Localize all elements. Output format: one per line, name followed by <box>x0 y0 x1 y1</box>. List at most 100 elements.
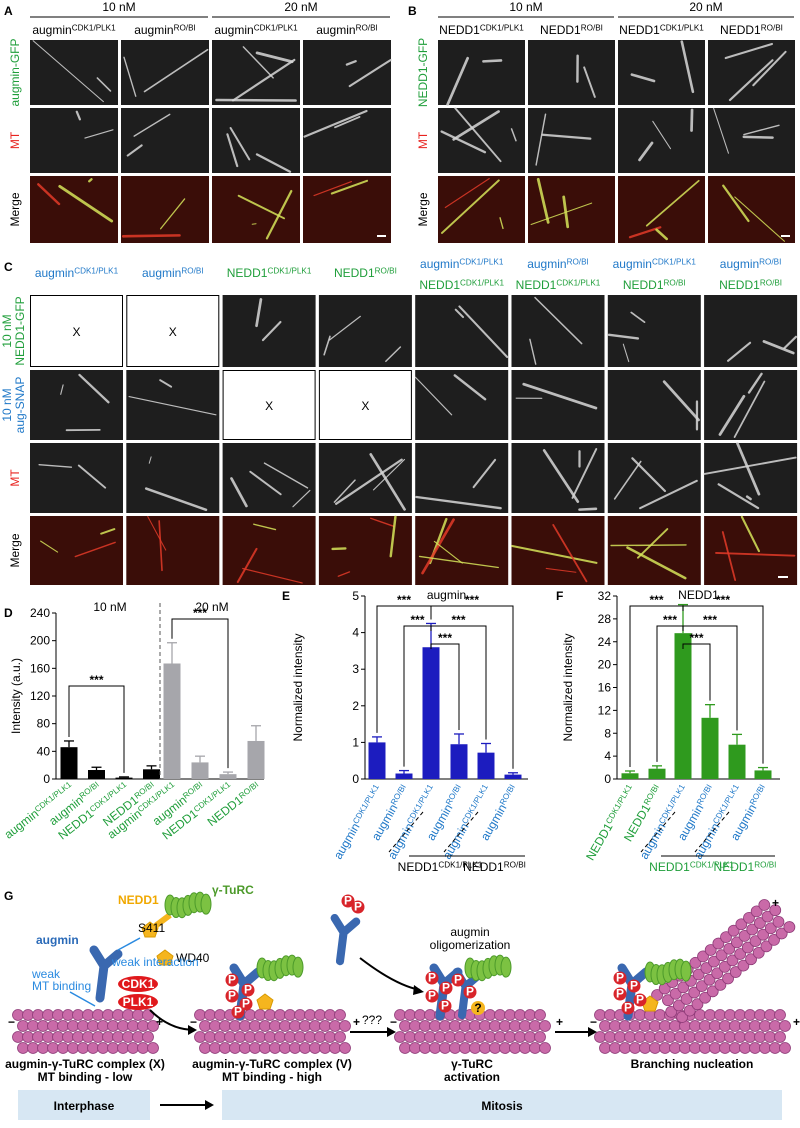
minus-end: − <box>390 1015 397 1029</box>
microscopy-image <box>319 295 412 367</box>
tubulin <box>225 1032 236 1043</box>
phosphate-label: P <box>441 999 449 1013</box>
gamma-turc-subunit <box>681 961 691 981</box>
bar <box>61 747 78 779</box>
microscopy-image <box>223 295 316 367</box>
y-tick-label: 0 <box>604 772 611 786</box>
chart-title: augmin <box>427 588 466 602</box>
tubulin <box>148 1043 159 1054</box>
tubulin <box>310 1043 321 1054</box>
tubulin <box>760 1043 771 1054</box>
bar <box>116 778 133 779</box>
tubulin <box>755 1010 766 1021</box>
microtubule-signal <box>611 545 686 546</box>
bar <box>143 769 160 779</box>
tubulin <box>525 1032 536 1043</box>
tubulin <box>260 1021 271 1032</box>
tubulin <box>705 1010 716 1021</box>
microscopy-image <box>126 443 219 513</box>
empty-mark: X <box>361 399 369 413</box>
gamma-turc-subunit <box>201 894 211 914</box>
row-label: Merge <box>8 533 22 567</box>
tubulin <box>118 1043 129 1054</box>
tubulin <box>38 1021 49 1032</box>
microscopy-image <box>30 108 118 173</box>
tubulin <box>700 1043 711 1054</box>
microscopy-image <box>319 516 412 585</box>
panel-letter: C <box>4 260 13 274</box>
tubulin <box>745 1032 756 1043</box>
tubulin <box>63 1032 74 1043</box>
microscopy-image <box>30 176 118 243</box>
label-superscript: RO/BI <box>760 279 782 288</box>
y-axis-label: Normalized intensity <box>561 633 575 741</box>
tubulin <box>710 1021 721 1032</box>
phosphate-label: P <box>234 1005 242 1019</box>
tubulin <box>690 1043 701 1054</box>
label-base: NEDD1 <box>419 278 460 292</box>
row-label: MT <box>8 131 22 149</box>
significance-label: *** <box>689 631 703 645</box>
tubulin <box>73 1032 84 1043</box>
tubulin <box>625 1032 636 1043</box>
tubulin <box>250 1021 261 1032</box>
tubulin <box>710 1043 721 1054</box>
label-superscript: CDK1/PLK1 <box>254 24 298 33</box>
panel-letter: E <box>282 589 290 603</box>
y-tick-label: 3 <box>352 662 359 676</box>
nedd1-label: NEDD1 <box>118 893 159 907</box>
tubulin <box>330 1021 341 1032</box>
tubulin <box>720 1043 731 1054</box>
tubulin <box>635 1010 646 1021</box>
label-superscript: CDK1/PLK1 <box>556 279 600 288</box>
row-label: augmin-GFP <box>8 38 22 106</box>
gturc-label: γ-TuRC <box>212 883 254 897</box>
tubulin <box>33 1010 44 1021</box>
tubulin <box>13 1032 24 1043</box>
label-superscript: RO/BI <box>754 861 776 870</box>
label-superscript: RO/BI <box>761 24 783 33</box>
tubulin <box>78 1043 89 1054</box>
tubulin <box>260 1043 271 1054</box>
bar <box>369 742 386 779</box>
microscopy-image <box>319 443 412 513</box>
phosphate-label: P <box>636 993 644 1007</box>
tubulin <box>108 1043 119 1054</box>
tubulin <box>775 1010 786 1021</box>
chart-title: NEDD1 <box>678 588 719 602</box>
tubulin <box>620 1043 631 1054</box>
label-base: NEDD1 <box>334 266 375 280</box>
gamma-turc-subunit <box>293 957 303 977</box>
tubulin <box>300 1021 311 1032</box>
microtubule-signal <box>483 60 501 61</box>
microscopy-image <box>704 295 797 367</box>
microscopy-image <box>223 443 316 513</box>
stage-label: γ-TuRC <box>451 1057 493 1071</box>
phosphate-label: P <box>616 987 624 1001</box>
microscopy-image <box>126 370 219 440</box>
label-superscript: RO/BI <box>759 258 781 267</box>
tubulin <box>245 1010 256 1021</box>
tubulin <box>515 1010 526 1021</box>
tubulin <box>205 1010 216 1021</box>
tubulin <box>650 1043 661 1054</box>
tubulin <box>450 1043 461 1054</box>
tubulin <box>220 1021 231 1032</box>
tubulin <box>270 1043 281 1054</box>
tubulin <box>33 1032 44 1043</box>
tubulin <box>485 1010 496 1021</box>
significance-label: *** <box>716 593 730 607</box>
tubulin <box>310 1021 321 1032</box>
y-tick-label: 80 <box>37 717 51 731</box>
row-label: MT <box>416 131 430 149</box>
tubulin <box>68 1021 79 1032</box>
tubulin <box>755 1032 766 1043</box>
significance-label: *** <box>703 613 717 627</box>
significance-label: *** <box>649 593 663 607</box>
tubulin <box>430 1021 441 1032</box>
significance-label: *** <box>193 606 207 620</box>
stage-label: MT binding - low <box>38 1070 133 1084</box>
tubulin <box>210 1021 221 1032</box>
tubulin <box>670 1043 681 1054</box>
bar <box>702 718 719 779</box>
